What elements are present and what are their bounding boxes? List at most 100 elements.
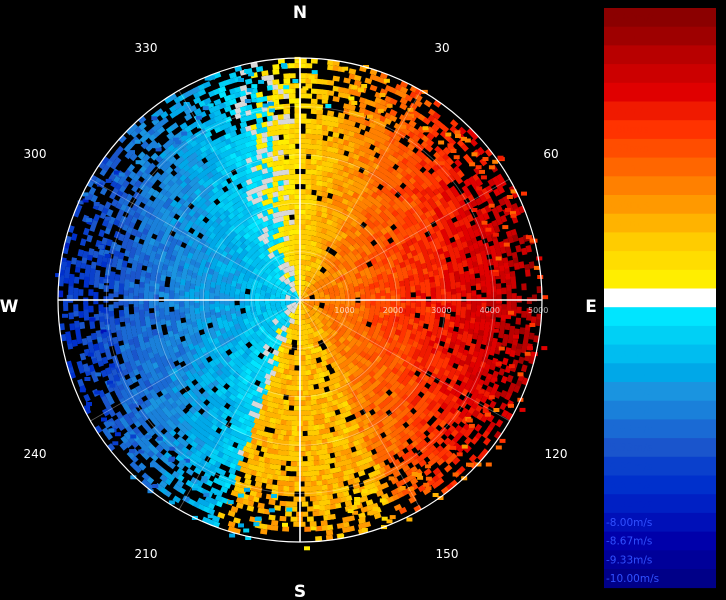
velocity-cell (261, 173, 269, 180)
velocity-cell (294, 259, 301, 266)
velocity-cell (254, 470, 263, 478)
velocity-cell (113, 230, 121, 239)
velocity-cell (163, 334, 170, 342)
velocity-cell (274, 382, 282, 389)
velocity-cell (325, 358, 333, 366)
velocity-cell (277, 236, 285, 244)
velocity-cell (293, 521, 300, 527)
velocity-cell (293, 446, 300, 452)
velocity-cell (228, 352, 237, 361)
velocity-cell (124, 272, 131, 280)
velocity-cell (303, 292, 310, 299)
velocity-cell (312, 429, 320, 436)
velocity-cell (157, 260, 165, 268)
velocity-cell (301, 501, 309, 507)
velocity-cell (299, 436, 306, 442)
velocity-cell (250, 113, 258, 120)
velocity-cell (204, 260, 212, 269)
velocity-cell (326, 171, 334, 179)
velocity-cell (453, 270, 460, 278)
velocity-cell (408, 275, 415, 282)
velocity-cell (166, 344, 174, 353)
velocity-cell (429, 314, 436, 322)
velocity-cell (354, 272, 362, 280)
velocity-cell (454, 338, 462, 347)
velocity-cell (266, 79, 275, 86)
velocity-cell (312, 378, 320, 385)
velocity-cell (334, 456, 342, 463)
velocity-cell (515, 317, 522, 325)
velocity-cell (148, 237, 156, 246)
velocity-cell (520, 345, 528, 354)
velocity-cell (318, 413, 326, 420)
velocity-cell (249, 490, 257, 497)
velocity-cell (130, 228, 138, 237)
velocity-cell (331, 436, 339, 443)
velocity-cell (377, 260, 385, 268)
velocity-cell (331, 482, 339, 489)
velocity-cell (199, 299, 205, 306)
velocity-cell (244, 293, 250, 300)
velocity-cell (282, 368, 290, 375)
velocity-cell (265, 478, 273, 485)
velocity-cell (244, 305, 251, 312)
velocity-cell (277, 252, 285, 260)
velocity-cell (373, 327, 381, 335)
velocity-cell (414, 442, 424, 451)
velocity-cell (352, 280, 359, 288)
velocity-cell (361, 275, 368, 283)
velocity-cell (155, 444, 164, 453)
velocity-cell (153, 304, 160, 312)
velocity-cell (300, 214, 307, 220)
velocity-cell (332, 147, 340, 154)
velocity-cell (230, 505, 239, 513)
velocity-cell (375, 322, 383, 330)
velocity-cell (159, 255, 166, 263)
velocity-cell (296, 289, 301, 296)
velocity-cell (482, 332, 489, 340)
velocity-cell (339, 417, 347, 425)
velocity-cell (339, 292, 346, 299)
velocity-cell (360, 506, 369, 513)
velocity-cell (412, 254, 420, 263)
velocity-cell (310, 103, 318, 110)
velocity-cell (75, 331, 82, 339)
velocity-cell (293, 441, 300, 447)
velocity-cell (384, 428, 393, 436)
velocity-cell (212, 337, 220, 345)
velocity-cell (299, 441, 306, 447)
velocity-cell (337, 164, 345, 171)
velocity-cell (290, 301, 297, 308)
velocity-cell (310, 440, 317, 446)
velocity-cell (199, 288, 205, 295)
velocity-cell (466, 214, 475, 223)
velocity-cell (337, 159, 345, 166)
velocity-cell (256, 206, 264, 214)
velocity-cell (336, 445, 344, 452)
velocity-cell (315, 495, 323, 502)
velocity-cell (159, 279, 166, 287)
velocity-cell (288, 128, 296, 134)
velocity-cell (410, 262, 417, 270)
velocity-cell (321, 160, 329, 167)
velocity-cell (499, 270, 506, 278)
velocity-cell (326, 182, 334, 189)
velocity-cell (217, 322, 225, 330)
velocity-cell (231, 330, 239, 338)
velocity-cell (309, 315, 317, 323)
velocity-cell (169, 283, 175, 291)
velocity-cell (183, 262, 190, 270)
velocity-cell (120, 326, 127, 334)
velocity-cell (274, 377, 282, 384)
velocity-cell (405, 300, 411, 307)
velocity-cell (305, 118, 313, 124)
velocity-cell (252, 316, 260, 324)
velocity-cell (288, 229, 296, 236)
velocity-cell (338, 379, 346, 387)
velocity-cell (277, 200, 285, 207)
velocity-cell (257, 502, 265, 509)
velocity-cell (469, 273, 476, 281)
velocity-cell (188, 328, 195, 336)
velocity-cell (122, 336, 129, 345)
velocity-cell (243, 330, 251, 338)
